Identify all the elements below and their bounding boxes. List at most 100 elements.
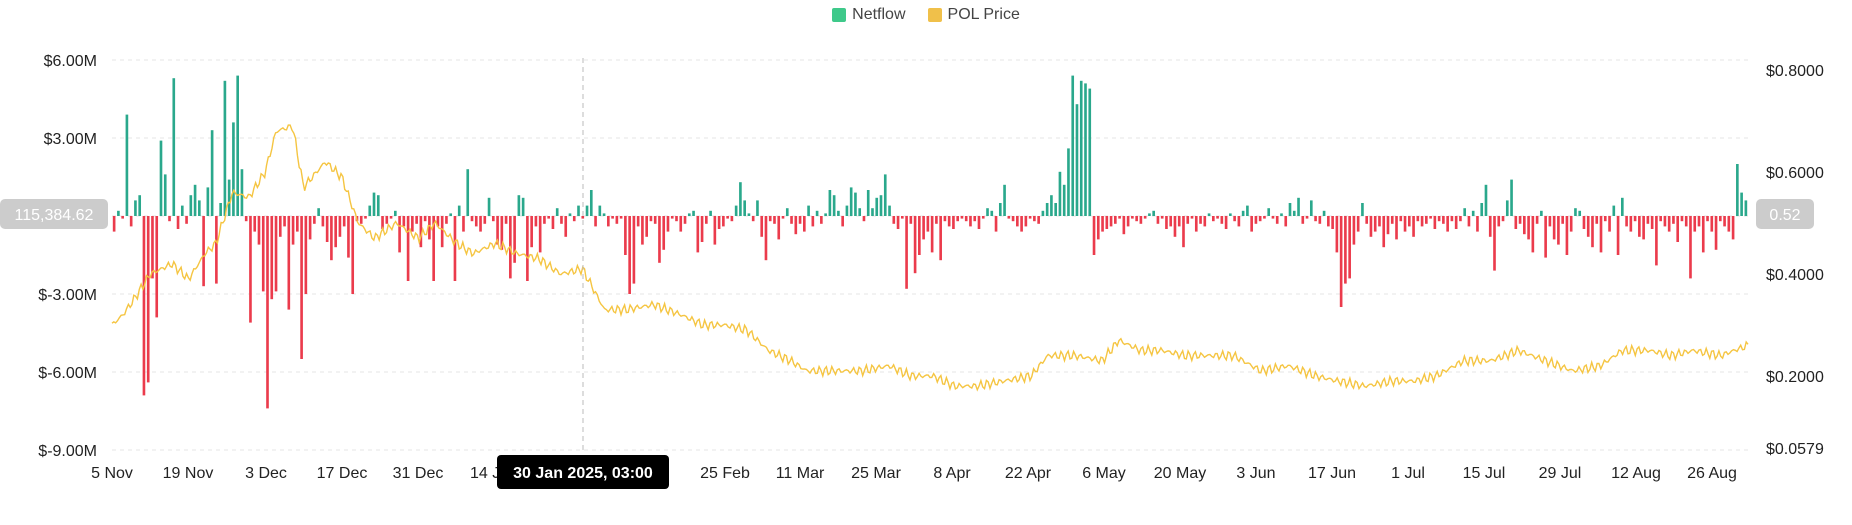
netflow-bar [589,190,593,216]
netflow-bar [1693,216,1697,232]
netflow-bar [1339,216,1343,307]
netflow-bar [585,205,589,216]
netflow-bar [1403,216,1407,232]
netflow-bar [1633,216,1637,222]
netflow-bar [807,205,810,216]
netflow-bar [1233,216,1236,222]
netflow-bar [151,216,154,279]
netflow-bar [1433,216,1437,229]
netflow-bar [1314,216,1317,222]
netflow-bar [1569,216,1573,232]
netflow-bar [1105,216,1109,229]
netflow-bar [560,216,563,224]
netflow-bar [240,169,244,216]
netflow-bar [751,216,755,222]
netflow-bar [918,216,921,255]
price-line [111,124,1749,392]
netflow-bar [1037,216,1040,224]
netflow-bar [1565,216,1569,255]
netflow-bar [372,192,376,216]
netflow-bar [1386,216,1390,235]
netflow-bar [1518,216,1522,224]
right-tick-label: $0.2000 [1766,369,1824,386]
netflow-bar [1701,216,1705,253]
netflow-bar [922,216,925,240]
netflow-bar [419,216,423,248]
netflow-bar [798,216,802,224]
netflow-bar [871,208,874,216]
netflow-bar [883,174,887,216]
netflow-bar [1322,210,1326,216]
netflow-bar [291,216,295,245]
netflow-bar [389,216,393,219]
netflow-bar [828,190,832,216]
netflow-bar [1531,216,1535,253]
netflow-bar [517,195,521,216]
netflow-bar [713,216,717,245]
netflow-bar [496,216,499,245]
netflow-bar [202,216,205,287]
netflow-bar [300,216,303,359]
netflow-bar [1582,216,1586,229]
netflow-bar [734,205,738,216]
netflow-bar [1254,216,1258,224]
netflow-bar [777,216,781,240]
netflow-bar [1011,216,1015,222]
netflow-bar [1237,216,1241,227]
netflow-bar [875,197,879,216]
netflow-bar [1407,216,1411,227]
netflow-bar [964,216,968,222]
netflow-bar [453,216,457,281]
netflow-bar [960,216,964,219]
netflow-bar [1241,210,1245,216]
netflow-bar [896,216,900,229]
netflow-bar [236,75,239,216]
netflow-bar [394,210,397,216]
netflow-bar [679,216,683,232]
netflow-bar [624,216,627,255]
netflow-bar [1169,216,1173,227]
netflow-bar [743,200,746,216]
netflow-bar [296,216,299,232]
netflow-bar [1058,171,1062,216]
netflow-bar [1096,216,1100,240]
netflow-bar [726,216,729,219]
netflow-bar [466,169,470,216]
netflow-bar [555,208,559,216]
netflow-bar [981,216,985,219]
netflow-bar [790,216,793,224]
netflow-bar [1173,216,1177,237]
crosshair-date-badge [497,455,669,489]
netflow-bar [142,216,146,396]
netflow-bar [1727,216,1731,232]
netflow-bar [176,216,180,229]
netflow-bar [376,195,380,216]
netflow-bar [1071,75,1075,216]
netflow-bar [1067,148,1070,216]
x-tick-label: 8 Apr [933,465,971,482]
netflow-bar [155,216,159,318]
x-tick-label: 17 Dec [317,465,368,482]
netflow-bar [1050,195,1053,216]
netflow-bar [1229,213,1232,216]
netflow-bar [1616,216,1620,255]
netflow-bar [479,216,482,232]
netflow-bar [1327,216,1330,227]
netflow-bar [521,197,525,216]
netflow-bar [1642,216,1645,240]
legend-netflow[interactable]: Netflow [832,6,906,24]
netflow-bar [415,216,418,224]
netflow-bar [1301,216,1305,224]
legend-price[interactable]: POL Price [927,6,1020,24]
chart-legend: Netflow POL Price [0,6,1852,24]
netflow-bar [1395,216,1398,240]
netflow-bar [1344,216,1347,284]
netflow-bar [513,216,516,263]
netflow-bar [180,205,184,216]
netflow-bar [1399,216,1403,222]
left-y-axis: $6.00M $3.00M $-3.00M $-6.00M $-9.00M [38,53,97,460]
netflow-bar [935,216,938,224]
netflow-bar [1744,200,1748,216]
netflow-bar [227,179,231,216]
